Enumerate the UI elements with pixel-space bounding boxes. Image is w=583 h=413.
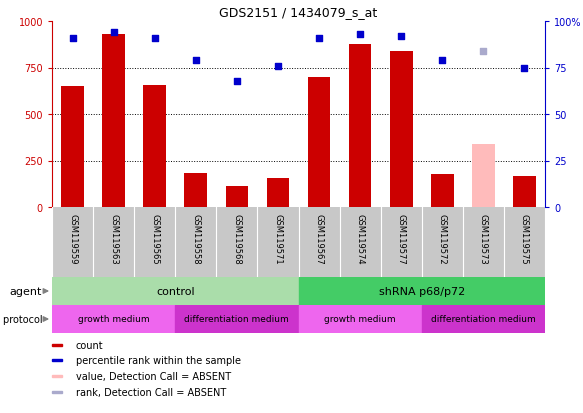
Bar (184, 173, 207, 207)
Text: GSM119565: GSM119565 (150, 213, 159, 263)
Point (520, 65, 529, 71)
Text: growth medium: growth medium (78, 315, 149, 324)
Bar (52, 360, 62, 362)
Bar (52, 344, 62, 346)
Bar (61, 87, 84, 207)
Text: control: control (156, 286, 195, 296)
Point (68, 36, 77, 42)
Point (396, 33, 406, 40)
Bar (52, 277, 298, 305)
Text: GSM119567: GSM119567 (315, 213, 324, 264)
Point (479, 48, 488, 55)
Text: count: count (76, 340, 103, 350)
Bar (513, 177, 536, 207)
Bar (52, 391, 62, 393)
Point (356, 32, 365, 38)
Text: value, Detection Call = ABSENT: value, Detection Call = ABSENT (76, 371, 231, 381)
Text: shRNA p68/p72: shRNA p68/p72 (378, 286, 465, 296)
Point (232, 78, 241, 85)
Text: GSM119559: GSM119559 (68, 213, 77, 263)
Point (150, 36, 159, 42)
Text: GSM119568: GSM119568 (233, 213, 241, 264)
Bar (298, 305, 422, 333)
Text: GSM119573: GSM119573 (479, 213, 488, 264)
Bar (52, 375, 62, 377)
Text: percentile rank within the sample: percentile rank within the sample (76, 356, 241, 366)
Text: GSM119574: GSM119574 (356, 213, 364, 263)
Point (438, 57, 447, 64)
Text: agent: agent (10, 286, 42, 296)
Bar (143, 86, 166, 207)
Text: rank, Detection Call = ABSENT: rank, Detection Call = ABSENT (76, 387, 226, 397)
Text: differentiation medium: differentiation medium (184, 315, 289, 324)
Point (314, 36, 324, 42)
Bar (298, 277, 545, 305)
Bar (308, 78, 331, 207)
Text: GSM119563: GSM119563 (109, 213, 118, 264)
Bar (472, 145, 494, 207)
Point (109, 30, 118, 36)
Text: GSM119572: GSM119572 (438, 213, 447, 263)
Bar (52, 305, 175, 333)
Bar (390, 52, 413, 207)
Text: GSM119558: GSM119558 (191, 213, 201, 263)
Text: GSM119577: GSM119577 (396, 213, 406, 264)
Title: GDS2151 / 1434079_s_at: GDS2151 / 1434079_s_at (219, 7, 378, 19)
Bar (431, 175, 454, 207)
Text: growth protocol: growth protocol (0, 314, 42, 324)
Bar (175, 305, 298, 333)
Text: GSM119575: GSM119575 (520, 213, 529, 263)
Bar (226, 186, 248, 207)
Bar (349, 45, 371, 207)
Point (191, 57, 201, 64)
Bar (103, 35, 125, 207)
Point (273, 63, 283, 70)
Bar (422, 305, 545, 333)
Text: differentiation medium: differentiation medium (431, 315, 536, 324)
Text: growth medium: growth medium (324, 315, 396, 324)
Text: GSM119571: GSM119571 (273, 213, 282, 263)
Bar (266, 179, 289, 207)
